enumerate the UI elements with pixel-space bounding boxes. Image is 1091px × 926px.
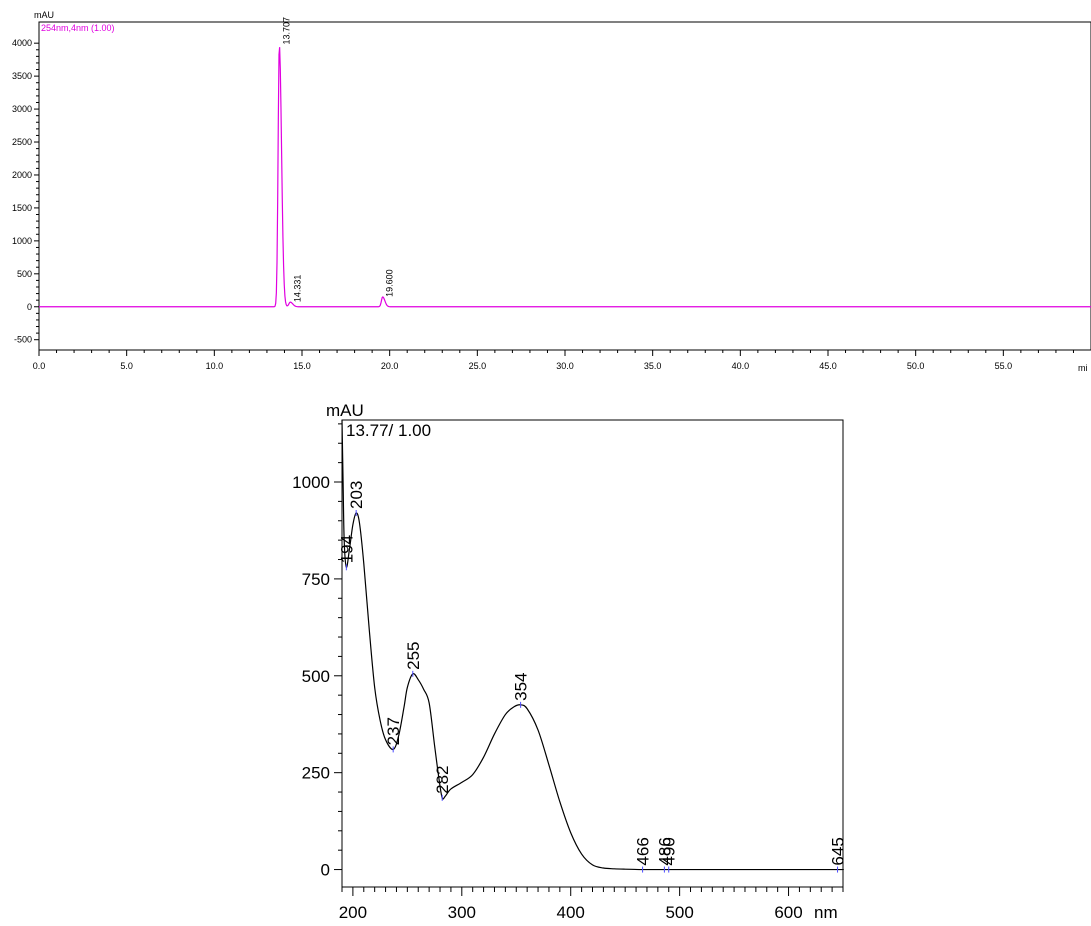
chromatogram-x-tick-label: 5.0 [120, 361, 133, 371]
chromatogram-plot-frame [38, 21, 1091, 351]
chromatogram-x-tick-label: 40.0 [732, 361, 750, 371]
chromatogram-y-tick-label: 500 [17, 269, 32, 279]
spectrum-y-axis-label: mAU [326, 401, 364, 420]
chromatogram-peak-label: 14.331 [292, 275, 302, 303]
chromatogram-peak-label: 19.600 [385, 269, 395, 297]
spectrum-y-tick-label: 250 [302, 764, 330, 783]
chromatogram-x-tick-label: 55.0 [995, 361, 1013, 371]
chromatogram-peak-label: 13.707 [281, 17, 291, 45]
chromatogram-y-axis-label: mAU [34, 10, 54, 20]
chromatogram-x-tick-label: 50.0 [907, 361, 925, 371]
spectrum-annotation: 13.77/ 1.00 [346, 421, 431, 440]
chromatogram-x-tick-label: 10.0 [206, 361, 224, 371]
chromatogram-x-tick-label: 0.0 [33, 361, 46, 371]
chromatogram-x-tick-label: 25.0 [469, 361, 487, 371]
chromatogram-x-tick-label: 35.0 [644, 361, 662, 371]
spectrum-trace [341, 419, 844, 871]
spectrum-y-ticks: 0 250 500 750 1000 [292, 423, 342, 880]
spectrum-x-ticks: 200 300 400 500 600 [339, 887, 844, 922]
spectrum-plot-frame [341, 419, 844, 888]
chromatogram-peak-labels: 13.707 14.331 19.600 [281, 17, 394, 302]
spectrum-x-tick-label: 300 [448, 903, 476, 922]
chromatogram-y-tick-label: 1000 [12, 236, 32, 246]
chromatogram-x-axis-label: mi [1078, 363, 1088, 373]
spectrum-peak-label: 237 [384, 717, 403, 745]
spectrum-peak-label: 645 [829, 837, 848, 865]
spectrum-y-tick-label: 750 [302, 570, 330, 589]
chromatogram-y-tick-label: 2000 [12, 170, 32, 180]
spectrum-peak-label: 255 [404, 641, 423, 669]
spectrum-peak-label: 486 [655, 837, 674, 865]
chromatogram-x-tick-label: 30.0 [556, 361, 574, 371]
chromatogram-y-tick-label: 3000 [12, 104, 32, 114]
chromatogram-y-tick-label: -500 [14, 335, 32, 345]
chromatogram-y-tick-label: 4000 [12, 38, 32, 48]
chromatogram-y-tick-label: 2500 [12, 137, 32, 147]
chromatogram-y-ticks: -500 0 500 1000 1500 2000 2500 3000 3500 4000 [12, 38, 39, 345]
chromatogram-x-tick-label: 20.0 [381, 361, 399, 371]
spectrum-y-tick-label: 0 [321, 861, 330, 880]
spectrum-x-axis-label: nm [814, 903, 838, 922]
chromatogram-x-tick-label: 45.0 [819, 361, 837, 371]
chromatogram-channel-label: 254nm,4nm (1.00) [41, 23, 115, 33]
spectrum-x-tick-label: 600 [774, 903, 802, 922]
spectrum-peak-label: 203 [347, 481, 366, 509]
chromatogram-y-tick-label: 3500 [12, 71, 32, 81]
spectrum-y-tick-label: 1000 [292, 473, 330, 492]
spectrum-x-tick-label: 200 [339, 903, 367, 922]
spectrum-y-tick-label: 500 [302, 667, 330, 686]
spectrum-peak-label: 282 [433, 765, 452, 793]
spectrum-x-tick-label: 500 [665, 903, 693, 922]
chromatogram-y-tick-label: 1500 [12, 203, 32, 213]
spectrum-peak-label: 490 [660, 837, 679, 865]
chromatogram-x-ticks: 0.0 5.0 10.0 15.0 20.0 25.0 30.0 35.0 40.0 45.0 50… [33, 350, 1074, 371]
chromatogram-chart: -500 0 500 1000 1500 2000 2500 3000 3500 4000 0.0… [12, 10, 1091, 373]
chromatogram-y-tick-label: 0 [27, 302, 32, 312]
chromatogram-trace [39, 47, 1091, 308]
spectrum-peak-label: 194 [337, 535, 356, 563]
spectrum-peak-label: 466 [634, 837, 653, 865]
spectrum-peak-label: 354 [512, 672, 531, 700]
spectrum-x-tick-label: 400 [557, 903, 585, 922]
chromatogram-x-tick-label: 15.0 [293, 361, 311, 371]
